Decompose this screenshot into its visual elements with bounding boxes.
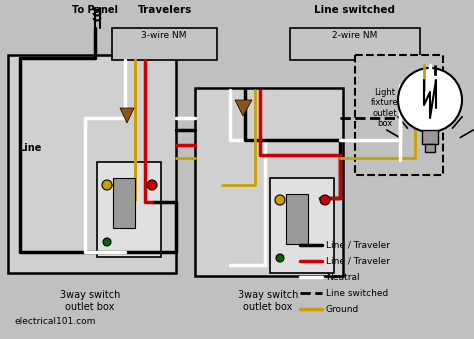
Bar <box>286 194 308 244</box>
Bar <box>8 55 176 273</box>
Text: Line switched: Line switched <box>315 5 395 15</box>
Polygon shape <box>235 100 252 116</box>
Circle shape <box>147 180 157 190</box>
Bar <box>355 55 443 175</box>
Text: Ground: Ground <box>326 304 359 314</box>
Circle shape <box>320 195 330 205</box>
Text: To Panel: To Panel <box>72 5 118 15</box>
Bar <box>112 28 217 60</box>
Text: electrical101.com: electrical101.com <box>15 318 96 326</box>
Bar <box>422 130 438 144</box>
Text: Travelers: Travelers <box>138 5 192 15</box>
Text: Line switched: Line switched <box>326 288 388 298</box>
Bar <box>195 88 343 276</box>
Text: Line / Traveler: Line / Traveler <box>326 240 390 250</box>
Polygon shape <box>120 108 134 123</box>
Bar <box>97 162 161 257</box>
Circle shape <box>275 195 285 205</box>
Text: Line: Line <box>18 143 41 153</box>
Bar <box>270 178 334 273</box>
Text: 3way switch
outlet box: 3way switch outlet box <box>238 290 298 312</box>
Text: Light
fixture
outlet
box: Light fixture outlet box <box>371 88 399 128</box>
Text: Line / Traveler: Line / Traveler <box>326 257 390 265</box>
Bar <box>290 28 420 60</box>
Circle shape <box>102 180 112 190</box>
Circle shape <box>276 254 284 262</box>
Circle shape <box>103 238 111 246</box>
Bar <box>425 144 435 152</box>
Circle shape <box>398 68 462 132</box>
Bar <box>113 178 135 228</box>
Text: 3-wire NM: 3-wire NM <box>141 32 187 40</box>
Text: 2-wire NM: 2-wire NM <box>332 32 378 40</box>
Text: Neutral: Neutral <box>326 273 360 281</box>
Text: 3way switch
outlet box: 3way switch outlet box <box>60 290 120 312</box>
